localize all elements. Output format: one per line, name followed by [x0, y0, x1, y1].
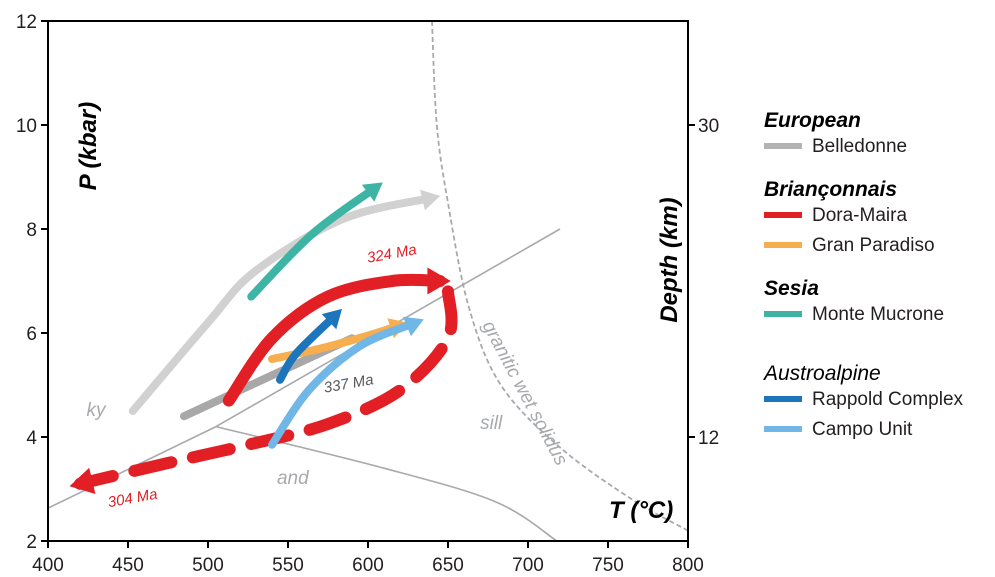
legend-group-title: Sesia: [764, 277, 819, 300]
legend-item-label: Gran Paradiso: [812, 235, 935, 256]
legend-item-label: Dora-Maira: [812, 205, 907, 226]
path-belledonne-0-arrowhead: [420, 189, 441, 211]
path-dora-maira-0-arrowhead: [427, 267, 451, 295]
x-tick-label: 700: [512, 555, 544, 576]
age-label: 304 Ma: [107, 486, 159, 511]
path-belledonne-0: [128, 193, 436, 415]
path-monte-mucrone-0-arrowhead: [361, 182, 383, 202]
x-tick-label: 400: [32, 555, 64, 576]
solidus-curve: [431, 21, 688, 532]
legend-item-label: Campo Unit: [812, 419, 913, 440]
depth-tick-label: 12: [698, 428, 719, 449]
x-tick-label: 600: [352, 555, 384, 576]
path-dora-maira-1-arrowhead: [69, 467, 96, 494]
y-axis-title: P (kbar): [75, 102, 102, 190]
x-axis-ticks: 400 450 500 550 600 650 700 750 800: [32, 541, 704, 576]
y-tick-label: 10: [16, 116, 37, 137]
path-rappold-complex-0-arrowhead: [321, 308, 342, 330]
x-tick-label: 500: [192, 555, 224, 576]
age-label: 324 Ma: [366, 241, 418, 266]
solidus-label: granitic wet solidus: [478, 317, 572, 469]
age-label: 337 Ma: [323, 371, 375, 396]
y-tick-label: 2: [26, 532, 37, 553]
granitic-wet-solidus: granitic wet solidus: [431, 21, 688, 532]
legend: European Belledonne Briançonnais Dora-Maira…: [762, 109, 964, 440]
stability-field-labels: ky and sill: [87, 400, 504, 489]
field-label-ky: ky: [87, 400, 108, 421]
depth-axis-title: Depth (km): [656, 197, 683, 322]
path-campo-unit-0-arrowhead: [402, 316, 424, 337]
legend-item-label: Belledonne: [812, 136, 907, 157]
pt-paths: [69, 182, 458, 494]
y-tick-label: 8: [26, 220, 37, 241]
depth-tick-label: 30: [698, 116, 719, 137]
x-axis-title: T (°C): [609, 497, 673, 524]
x-tick-label: 650: [432, 555, 464, 576]
path-rappold-complex-0: [276, 310, 340, 384]
y-axis-ticks: 2 4 6 8 10 12: [16, 12, 48, 553]
x-tick-label: 550: [272, 555, 304, 576]
legend-item-label: Rappold Complex: [812, 389, 964, 410]
depth-axis-ticks: 12 30: [688, 116, 719, 449]
legend-item-label: Monte Mucrone: [812, 304, 944, 325]
path-dora-maira-1: [74, 285, 458, 490]
legend-group-title: Austroalpine: [762, 362, 881, 385]
field-label-sill: sill: [480, 413, 503, 434]
legend-group-title: European: [764, 109, 861, 132]
path-campo-unit-0: [268, 318, 420, 449]
x-tick-label: 800: [672, 555, 704, 576]
path-dora-maira-0: [222, 273, 446, 407]
x-tick-label: 750: [592, 555, 624, 576]
y-tick-label: 6: [26, 324, 37, 345]
y-tick-label: 12: [16, 12, 37, 33]
path-monte-mucrone-0: [247, 183, 380, 301]
y-tick-label: 4: [26, 428, 37, 449]
x-tick-label: 450: [112, 555, 144, 576]
field-label-and: and: [277, 468, 310, 489]
legend-group-title: Briançonnais: [764, 178, 897, 201]
